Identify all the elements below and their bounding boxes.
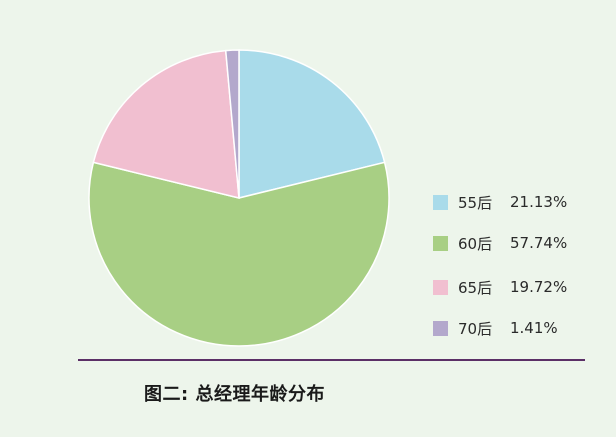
legend-label: 55后: [458, 193, 493, 212]
legend-value: 19.72%: [510, 278, 568, 296]
chart-title: 图二: 总经理年龄分布: [144, 384, 325, 405]
legend-swatch: [433, 320, 448, 336]
pie-slice-65后: [92, 49, 240, 199]
legend-swatch: [433, 194, 448, 210]
pie-slice-55后: [238, 49, 386, 199]
legend-item-55: 55后 21.13%: [433, 192, 567, 212]
legend-item-65: 65后 19.72%: [433, 277, 567, 297]
legend-value: 1.41%: [510, 319, 558, 337]
divider-line: [78, 359, 585, 361]
legend-value: 21.13%: [510, 193, 568, 211]
legend-label: 60后: [458, 234, 493, 253]
legend-swatch: [433, 235, 448, 251]
pie-slice-70后: [224, 49, 240, 199]
legend-label: 70后: [458, 319, 493, 338]
legend-value: 57.74%: [510, 234, 568, 252]
pie-slice-60后: [88, 161, 390, 347]
legend-swatch: [433, 279, 448, 295]
legend-item-60: 60后 57.74%: [433, 233, 567, 253]
legend-item-70: 70后 1.41%: [433, 318, 558, 338]
legend-label: 65后: [458, 278, 493, 297]
